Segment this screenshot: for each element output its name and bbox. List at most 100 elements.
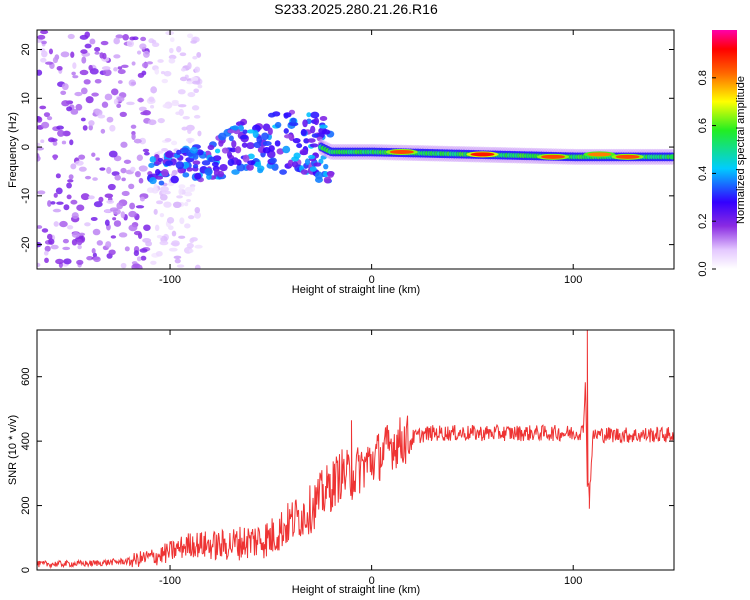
heatmap-cell: [184, 223, 191, 229]
heatmap-cell: [163, 201, 172, 208]
heatmap-cell: [37, 225, 43, 229]
heatmap-cell: [179, 217, 185, 225]
colorbar-tick-label: 0.2: [697, 214, 709, 229]
heatmap-cell: [94, 79, 102, 84]
heatmap-cell: [70, 108, 79, 115]
heatmap-cell: [229, 147, 237, 153]
heatmap-cell: [218, 139, 224, 147]
heatmap-cell: [74, 160, 84, 166]
heatmap-cell: [108, 249, 116, 256]
heatmap-cell: [192, 160, 201, 165]
heatmap-cell: [177, 89, 186, 95]
heatmap-cell: [60, 90, 67, 96]
heatmap-cell: [97, 114, 106, 119]
heatmap-cell: [126, 40, 135, 48]
heatmap-cell: [231, 125, 239, 131]
heatmap-cell: [185, 137, 195, 143]
heatmap-cell: [137, 264, 143, 269]
heatmap-cell: [175, 161, 185, 170]
heatmap-cell: [121, 190, 130, 197]
heatmap-cell: [71, 231, 80, 238]
heatmap-cell: [114, 174, 121, 181]
heatmap-cell: [143, 151, 150, 156]
heatmap-cell: [189, 238, 195, 244]
heatmap-cell: [100, 40, 109, 46]
heatmap-cell: [39, 105, 47, 110]
heatmap-cell: [130, 166, 136, 172]
heatmap-cell: [157, 59, 164, 63]
heatmap-cell: [300, 128, 307, 136]
heatmap-cell: [60, 51, 70, 58]
heatmap-cell: [160, 70, 166, 75]
heatmap-cell: [146, 187, 155, 193]
heatmap-cell: [274, 140, 281, 147]
heatmap-cell: [313, 162, 322, 167]
heatmap-cell: [89, 38, 96, 45]
heatmap-cell: [132, 36, 139, 41]
heatmap-cell: [37, 69, 43, 76]
heatmap-cell: [207, 144, 215, 151]
heatmap-cell: [119, 111, 127, 117]
heatmap-cell: [148, 96, 155, 102]
heatmap-cell: [62, 130, 71, 137]
heatmap-cell: [61, 100, 70, 107]
heatmap-cell: [138, 177, 144, 184]
heatmap-cell: [92, 252, 97, 258]
heatmap-cell: [319, 124, 328, 129]
heatmap-cell: [55, 173, 61, 179]
heatmap-cell: [269, 157, 277, 164]
heatmap-cell: [66, 106, 73, 112]
heatmap-cell: [287, 159, 294, 168]
heatmap-cell: [133, 250, 140, 257]
heatmap-cell: [148, 162, 155, 168]
heatmap-cell: [290, 117, 297, 124]
heatmap-cell: [76, 259, 84, 265]
heatmap-cell: [190, 76, 199, 82]
heatmap-cell: [182, 172, 190, 178]
heatmap-cell: [104, 219, 110, 226]
heatmap-cell: [91, 152, 96, 157]
heatmap-cell: [120, 141, 128, 148]
heatmap-cell: [161, 78, 169, 84]
heatmap-cell: [59, 220, 68, 228]
heatmap-cell: [154, 68, 160, 75]
heatmap-cell: [71, 212, 79, 220]
heatmap-cell: [41, 50, 48, 58]
heatmap-cell: [192, 80, 201, 85]
snr-panel: -100 0 100 0 200 400 600 Height of straight l…: [7, 329, 675, 596]
heatmap-cell: [136, 50, 142, 55]
heatmap-cell: [153, 183, 158, 191]
heatmap-cell: [227, 158, 235, 167]
colorbar-tick-label: 0.8: [697, 70, 709, 85]
heatmap-cell: [241, 142, 248, 148]
heatmap-cell: [130, 124, 137, 129]
heatmap-cell: [160, 186, 169, 193]
heatmap-cell: [176, 264, 185, 268]
heatmap-cell: [44, 257, 49, 264]
heatmap-hotspot: [389, 149, 414, 154]
heatmap-cell: [68, 174, 74, 180]
heatmap-cell: [228, 135, 234, 142]
heatmap-cell: [177, 104, 187, 108]
heatmap-cell: [321, 129, 331, 135]
heatmap-cell: [155, 250, 163, 257]
heatmap-cell: [90, 216, 98, 221]
heatmap-cell: [62, 238, 69, 244]
heatmap-cell: [104, 93, 113, 101]
heatmap-cell: [158, 180, 165, 186]
heatmap-hotspot: [615, 154, 640, 159]
heatmap-cell: [176, 195, 183, 199]
top-x-axis-label: Height of straight line (km): [292, 284, 420, 296]
heatmap-cell: [136, 256, 142, 262]
heatmap-cell: [246, 164, 254, 171]
heatmap-cell: [214, 148, 221, 154]
heatmap-cell: [141, 62, 149, 68]
heatmap-cell: [62, 246, 71, 251]
heatmap-cell: [197, 130, 202, 137]
heatmap-cell: [70, 51, 75, 58]
heatmap-cell: [37, 116, 43, 123]
colorbar: 0.0 0.2 0.4 0.6 0.8 Normalized spectral ampl…: [697, 30, 747, 277]
heatmap-cell: [37, 146, 44, 151]
heatmap-cell: [171, 240, 180, 247]
heatmap-cell: [135, 170, 141, 178]
